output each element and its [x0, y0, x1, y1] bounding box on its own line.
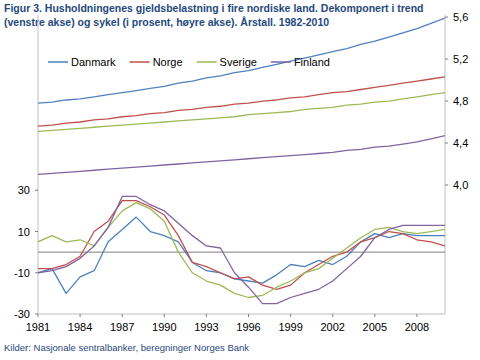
y-tick-label: -10 [14, 267, 30, 279]
x-tick [80, 314, 81, 317]
x-tick [164, 314, 165, 317]
y2-tick [445, 17, 448, 18]
x-tick-label: 1999 [278, 321, 302, 333]
x-tick [416, 314, 417, 317]
x-tick [248, 314, 249, 317]
y-tick-label: 30 [18, 184, 30, 196]
legend: Danmark Norge Sverige Finland [48, 56, 330, 68]
chart-title: Figur 3. Husholdningenes gjeldsbelastnin… [4, 1, 450, 29]
y-tick-label: -30 [14, 308, 30, 320]
x-tick-label: 1984 [68, 321, 92, 333]
x-tick [122, 314, 123, 317]
x-tick-label: 1996 [236, 321, 260, 333]
legend-swatch [48, 61, 68, 63]
series-line [38, 201, 445, 290]
x-tick-label: 1993 [194, 321, 218, 333]
legend-label: Danmark [71, 56, 116, 68]
y2-tick-label: 5,2 [453, 53, 468, 65]
chart-root: Figur 3. Husholdningenes gjeldsbelastnin… [0, 0, 480, 360]
y2-tick [445, 184, 448, 185]
legend-label: Sverige [220, 56, 257, 68]
x-tick [332, 314, 333, 317]
legend-label: Finland [294, 56, 330, 68]
y2-tick [445, 101, 448, 102]
y2-tick-label: 5,6 [453, 11, 468, 23]
series-line [38, 203, 445, 298]
x-tick-label: 2005 [363, 321, 387, 333]
x-tick [38, 314, 39, 317]
x-tick [290, 314, 291, 317]
legend-swatch [130, 61, 150, 63]
y-tick [35, 190, 38, 191]
x-axis-line [38, 252, 445, 253]
source-note: Kilder: Nasjonale sentralbanker, beregni… [4, 342, 249, 353]
y2-tick [445, 142, 448, 143]
x-tick [206, 314, 207, 317]
series-line [38, 18, 445, 103]
x-tick-label: 2002 [320, 321, 344, 333]
legend-swatch [197, 61, 217, 63]
legend-label: Norge [153, 56, 183, 68]
chart-svg: -30 -10 10 30 4,0 4,4 4,8 5,2 5,6 1981 1984 1987 199… [0, 0, 480, 360]
x-tick [374, 314, 375, 317]
y2-tick-label: 4,0 [453, 179, 468, 191]
y2-tick [445, 59, 448, 60]
x-tick-label: 1987 [110, 321, 134, 333]
x-tick-label: 2008 [405, 321, 429, 333]
series-group [38, 18, 445, 304]
y2-tick-label: 4,8 [453, 95, 468, 107]
y-tick-label: 10 [18, 226, 30, 238]
y2-axis-line [445, 15, 446, 314]
y2-tick-label: 4,4 [453, 137, 468, 149]
y-tick [35, 231, 38, 232]
y-tick [35, 272, 38, 273]
series-line [38, 136, 445, 175]
series-line [38, 93, 445, 132]
x-tick-label: 1990 [152, 321, 176, 333]
plot-bottom-line [38, 314, 445, 315]
legend-swatch [271, 61, 291, 63]
series-line [38, 196, 445, 303]
x-tick-label: 1981 [26, 321, 50, 333]
